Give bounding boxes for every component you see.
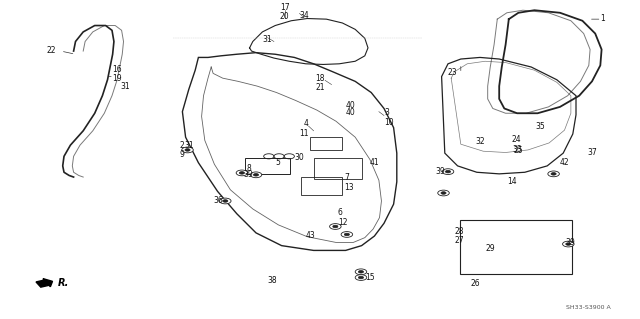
Circle shape [239, 172, 244, 174]
Text: 40: 40 [346, 108, 356, 117]
Text: 39: 39 [435, 167, 445, 176]
Text: 1: 1 [600, 14, 605, 23]
Text: 37: 37 [588, 148, 597, 157]
Text: 14: 14 [507, 177, 516, 186]
Circle shape [236, 170, 248, 176]
Circle shape [330, 224, 341, 229]
Circle shape [341, 232, 353, 237]
Text: 15: 15 [365, 273, 375, 282]
Text: 8: 8 [247, 164, 252, 173]
Text: 6
12: 6 12 [338, 208, 348, 227]
Text: 31: 31 [262, 35, 273, 44]
Text: 16
19: 16 19 [112, 65, 122, 83]
Text: 29: 29 [485, 244, 495, 253]
Circle shape [358, 276, 364, 279]
Text: 39: 39 [565, 238, 575, 247]
Text: 40: 40 [346, 101, 356, 110]
Text: 7
13: 7 13 [344, 173, 354, 192]
Circle shape [358, 271, 364, 273]
Text: 5: 5 [275, 158, 280, 167]
Text: 35: 35 [536, 122, 545, 130]
Text: 41: 41 [370, 158, 380, 167]
Circle shape [442, 169, 454, 174]
Text: 34: 34 [300, 11, 309, 20]
Circle shape [566, 243, 571, 245]
Text: 3
10: 3 10 [384, 108, 394, 127]
Text: 23: 23 [448, 68, 458, 77]
Text: 18
21: 18 21 [316, 74, 325, 92]
Circle shape [355, 269, 367, 275]
Circle shape [223, 200, 228, 202]
Circle shape [548, 171, 559, 177]
Text: 22: 22 [47, 46, 56, 55]
Text: 24
33: 24 33 [512, 135, 522, 153]
Circle shape [355, 275, 367, 280]
Circle shape [220, 198, 231, 204]
Text: 4
11: 4 11 [299, 119, 308, 137]
FancyArrow shape [36, 278, 52, 287]
Circle shape [563, 241, 574, 247]
Text: 31: 31 [184, 141, 194, 150]
Circle shape [253, 174, 259, 176]
Text: 31: 31 [120, 82, 130, 91]
Text: 43: 43 [306, 231, 316, 240]
Circle shape [438, 190, 449, 196]
Circle shape [182, 147, 193, 153]
Circle shape [185, 149, 190, 151]
Text: 36: 36 [213, 196, 223, 204]
Circle shape [441, 192, 446, 194]
Circle shape [551, 173, 556, 175]
Text: 2
9: 2 9 [179, 141, 184, 159]
Text: SH33-S3900 A: SH33-S3900 A [566, 305, 611, 310]
Circle shape [445, 170, 451, 173]
Text: R.: R. [58, 278, 69, 288]
Text: 39: 39 [243, 170, 253, 179]
Text: 30: 30 [294, 153, 304, 162]
Text: 38: 38 [267, 276, 277, 285]
Text: 42: 42 [560, 158, 570, 167]
Text: 17
20: 17 20 [280, 3, 290, 21]
Text: 28
27: 28 27 [454, 227, 464, 245]
Text: 26: 26 [470, 279, 480, 288]
Circle shape [344, 233, 349, 236]
Circle shape [333, 225, 338, 228]
Circle shape [250, 172, 262, 178]
Text: 25: 25 [513, 146, 523, 155]
Text: 32: 32 [476, 137, 485, 146]
